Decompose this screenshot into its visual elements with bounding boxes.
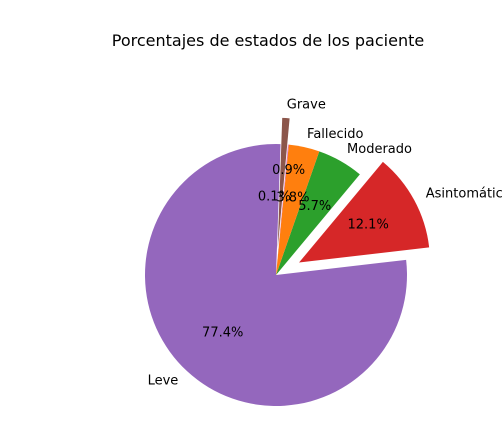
pie-slice-fallecido — [276, 144, 320, 275]
slice-label-grave: Grave — [287, 98, 326, 113]
pct-label-moderado: 5.7% — [298, 199, 331, 214]
pie-slice-slice-4 — [276, 144, 289, 275]
slice-label-leve: Leve — [148, 373, 179, 388]
pie-slices — [145, 117, 430, 407]
pie-labels: 77.4% Leve 12.1% Asintomático 5.7% Moderado 3.… — [148, 98, 503, 389]
slice-label-moderado: Moderado — [347, 142, 412, 157]
slice-label-asintomatico: Asintomático — [426, 186, 503, 201]
pie-slice-grave — [277, 117, 290, 249]
pie-slice-asintomatico — [299, 161, 430, 263]
pct-label-asintomatico: 12.1% — [348, 218, 389, 233]
pct-label-leve: 77.4% — [202, 325, 243, 340]
pct-label-grave: 0.9% — [272, 163, 305, 178]
pct-label-slice-4: 0.1% — [258, 189, 291, 204]
slice-label-fallecido: Fallecido — [307, 127, 363, 142]
pct-label-fallecido: 3.8% — [276, 191, 309, 206]
chart-title: Porcentajes de estados de los paciente — [112, 31, 424, 50]
pie-slice-moderado — [276, 151, 360, 275]
